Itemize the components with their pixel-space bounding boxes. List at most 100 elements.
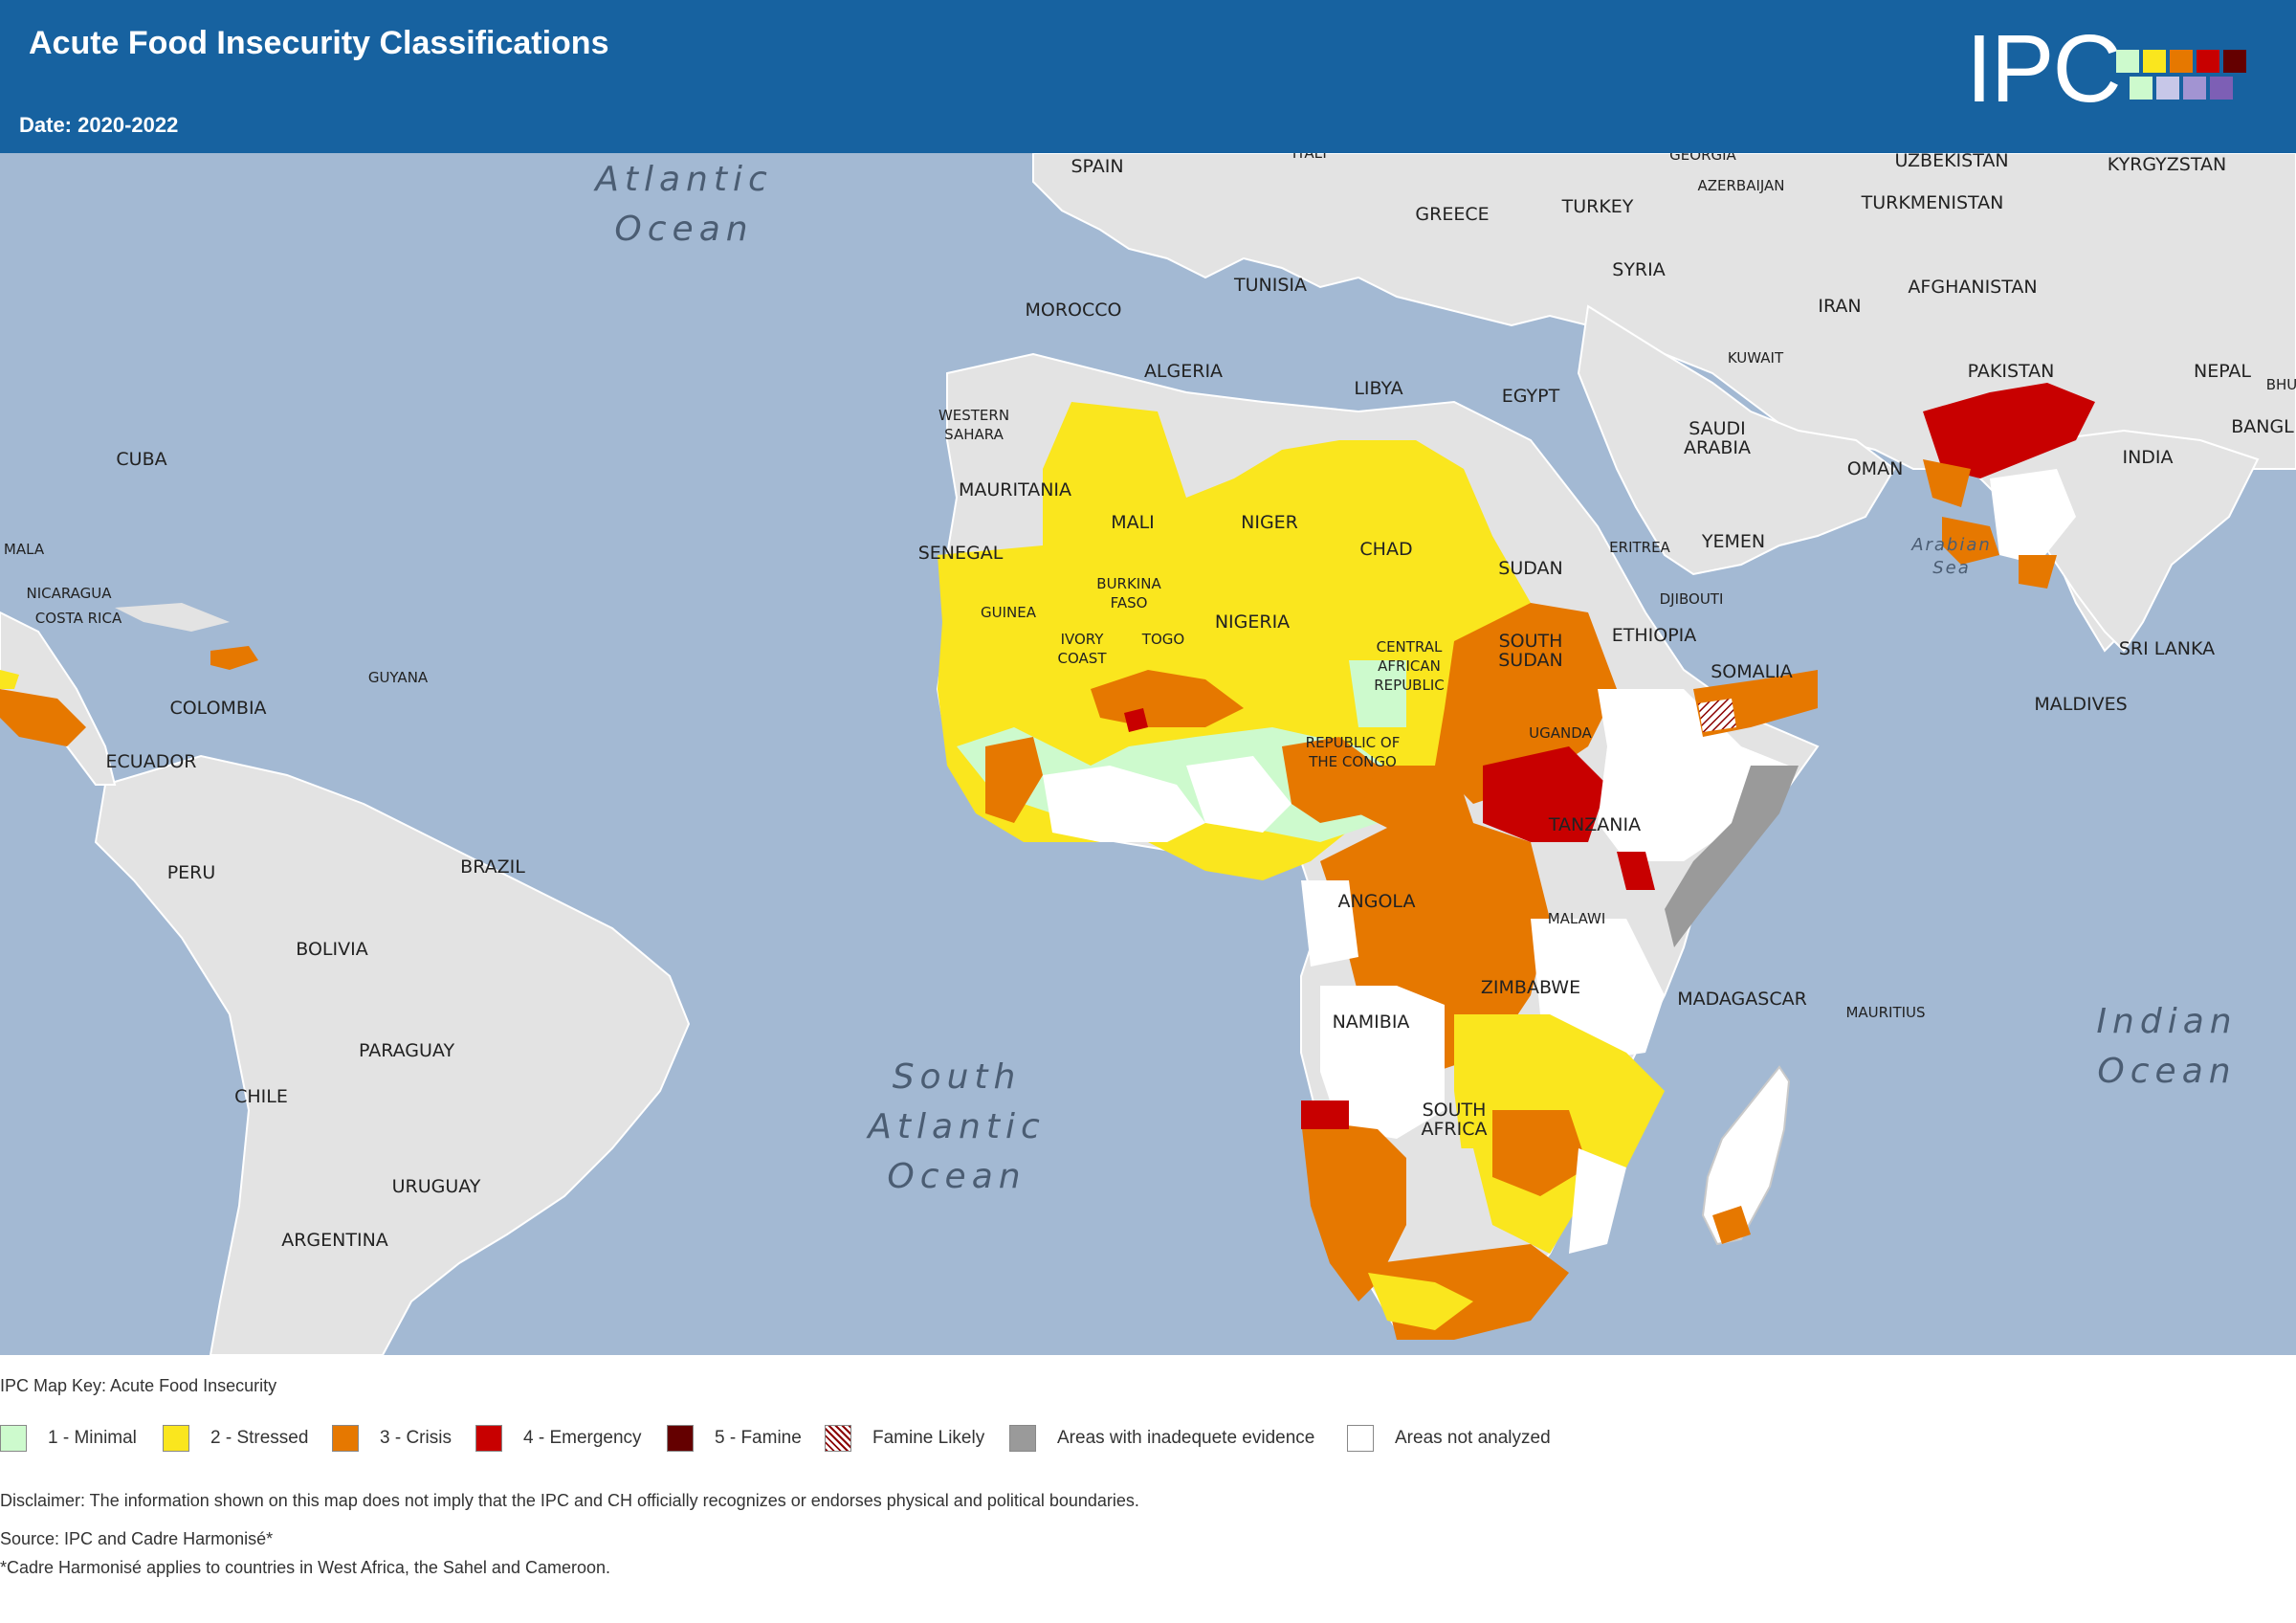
south-sudan-emergency <box>1483 746 1607 842</box>
legend-swatch <box>667 1425 694 1452</box>
legend-item-famine: 5 - Famine <box>667 1424 802 1453</box>
country-label: ANGOLA <box>1337 891 1416 912</box>
central-america-stressed <box>0 670 19 689</box>
legend-item-minimal: 1 - Minimal <box>0 1424 137 1453</box>
country-label: ALGERIA <box>1143 361 1224 382</box>
logo-square <box>2156 77 2179 100</box>
angola-not-analyzed <box>1320 986 1445 1139</box>
country-label: YEMEN <box>1701 531 1766 552</box>
ipc-logo-text: IPC <box>1966 15 2122 122</box>
logo-square <box>2143 50 2166 73</box>
country-label: BRAZIL <box>460 856 525 878</box>
chad-minimal <box>1349 660 1406 727</box>
country-label: NIGER <box>1241 512 1298 533</box>
country-label: DJIBOUTI <box>1659 590 1724 608</box>
legend-swatch <box>1009 1425 1036 1452</box>
country-label: MALI <box>1111 512 1155 533</box>
legend-swatch <box>163 1425 189 1452</box>
source-text: Source: IPC and Cadre Harmonisé* <box>0 1529 274 1548</box>
logo-square <box>2116 50 2139 73</box>
country-label: MAURITIUS <box>1845 1004 1926 1021</box>
country-label: COLOMBIA <box>169 698 267 719</box>
disclaimer-text: Disclaimer: The information shown on thi… <box>0 1491 1139 1510</box>
map-legend: 1 - Minimal 2 - Stressed 3 - Crisis 4 - … <box>0 1424 2296 1453</box>
afghanistan-emergency <box>1923 383 2095 478</box>
central-african-republic-crisis <box>1358 766 1473 833</box>
botswana-not-analyzed <box>1406 1148 1492 1263</box>
pakistan-not-analyzed <box>1990 469 2076 565</box>
country-label: AZERBAIJAN <box>1697 177 1785 194</box>
legend-label: 2 - Stressed <box>210 1428 309 1448</box>
country-label: UGANDA <box>1529 724 1592 742</box>
ocean-label-indian: Indian Ocean <box>2096 1002 2238 1091</box>
food-insecurity-map[interactable]: Atlantic Ocean South Atlantic Ocean Indian O… <box>0 153 2296 1355</box>
country-label: GUYANA <box>367 669 429 686</box>
country-label: CENTRAL AFRICAN REPUBLIC <box>1374 638 1445 694</box>
country-label: CHAD <box>1359 539 1413 560</box>
country-label: MADAGASCAR <box>1677 989 1807 1010</box>
legend-label: 4 - Emergency <box>523 1428 642 1448</box>
map-canvas <box>0 153 2296 1355</box>
country-label: ETHIOPIA <box>1611 625 1697 646</box>
country-label: SPAIN <box>1071 156 1124 177</box>
central-america-crisis <box>0 689 86 746</box>
cadre-note-text: *Cadre Harmonisé applies to countries in… <box>0 1558 610 1577</box>
country-label: BHU <box>2265 376 2296 393</box>
mozambique-not-analyzed <box>1569 1148 1626 1254</box>
legend-label: Famine Likely <box>872 1428 985 1448</box>
country-label: TANZANIA <box>1548 814 1642 835</box>
haiti-crisis <box>210 646 258 670</box>
logo-square <box>2183 77 2206 100</box>
country-label: ARGENTINA <box>281 1230 388 1251</box>
congo-not-analyzed <box>1301 880 1358 967</box>
legend-swatch <box>825 1425 851 1452</box>
madagascar-crisis <box>1712 1206 1751 1244</box>
namibia-crisis <box>1301 1120 1416 1301</box>
logo-square <box>2130 77 2152 100</box>
logo-square <box>2197 50 2219 73</box>
legend-item-emergency: 4 - Emergency <box>475 1424 642 1453</box>
madagascar-landmass <box>1701 1065 1791 1246</box>
country-label: CUBA <box>116 449 167 470</box>
legend-item-inadequate-evidence: Areas with inadequete evidence <box>1009 1424 1314 1453</box>
country-label: URUGUAY <box>391 1176 481 1197</box>
senegal-crisis <box>985 737 1043 823</box>
country-label: GEORGIA <box>1669 153 1736 164</box>
country-label: BURKINA FASO <box>1096 575 1161 611</box>
country-label: SOUTH SUDAN <box>1498 631 1563 671</box>
country-label: TURKEY <box>1561 196 1634 217</box>
legend-swatch <box>475 1425 502 1452</box>
country-label: PARAGUAY <box>358 1040 455 1061</box>
legend-label: Areas not analyzed <box>1395 1428 1551 1448</box>
country-label: SOUTH AFRICA <box>1421 1100 1488 1140</box>
legend-swatch <box>0 1425 27 1452</box>
afghanistan-crisis <box>1923 459 1971 507</box>
ivory-coast-not-analyzed <box>1043 766 1205 842</box>
country-label: MALA <box>3 541 45 558</box>
country-label: LIBYA <box>1354 378 1403 399</box>
country-label: MAURITANIA <box>958 479 1072 500</box>
legend-item-crisis: 3 - Crisis <box>332 1424 452 1453</box>
country-label: WESTERN SAHARA <box>938 407 1010 443</box>
country-label: NEPAL <box>2193 361 2252 382</box>
country-label: SRI LANKA <box>2118 638 2216 659</box>
country-label: ITALY <box>1292 153 1330 162</box>
country-label: COSTA RICA <box>34 610 122 627</box>
country-label: SENEGAL <box>917 543 1004 564</box>
logo-square <box>2170 50 2193 73</box>
country-label: PERU <box>166 862 216 883</box>
legend-item-stressed: 2 - Stressed <box>163 1424 308 1453</box>
country-label: TURKMENISTAN <box>1861 192 2004 213</box>
legend-swatch <box>332 1425 359 1452</box>
country-label: UZBEKISTAN <box>1894 153 2009 171</box>
country-label: IRAN <box>1818 296 1862 317</box>
country-label: KUWAIT <box>1727 349 1784 367</box>
country-label: SAUDI ARABIA <box>1683 418 1752 458</box>
country-label: TOGO <box>1141 631 1185 648</box>
country-label: PAKISTAN <box>1967 361 2055 382</box>
kenya-emergency <box>1617 852 1655 890</box>
page-title: Acute Food Insecurity Classifications <box>29 25 609 61</box>
ocean-label-arabian-sea: Arabian Sea <box>1911 535 1992 578</box>
country-label: SYRIA <box>1612 259 1666 280</box>
header-bar: Acute Food Insecurity Classifications Da… <box>0 0 2296 153</box>
